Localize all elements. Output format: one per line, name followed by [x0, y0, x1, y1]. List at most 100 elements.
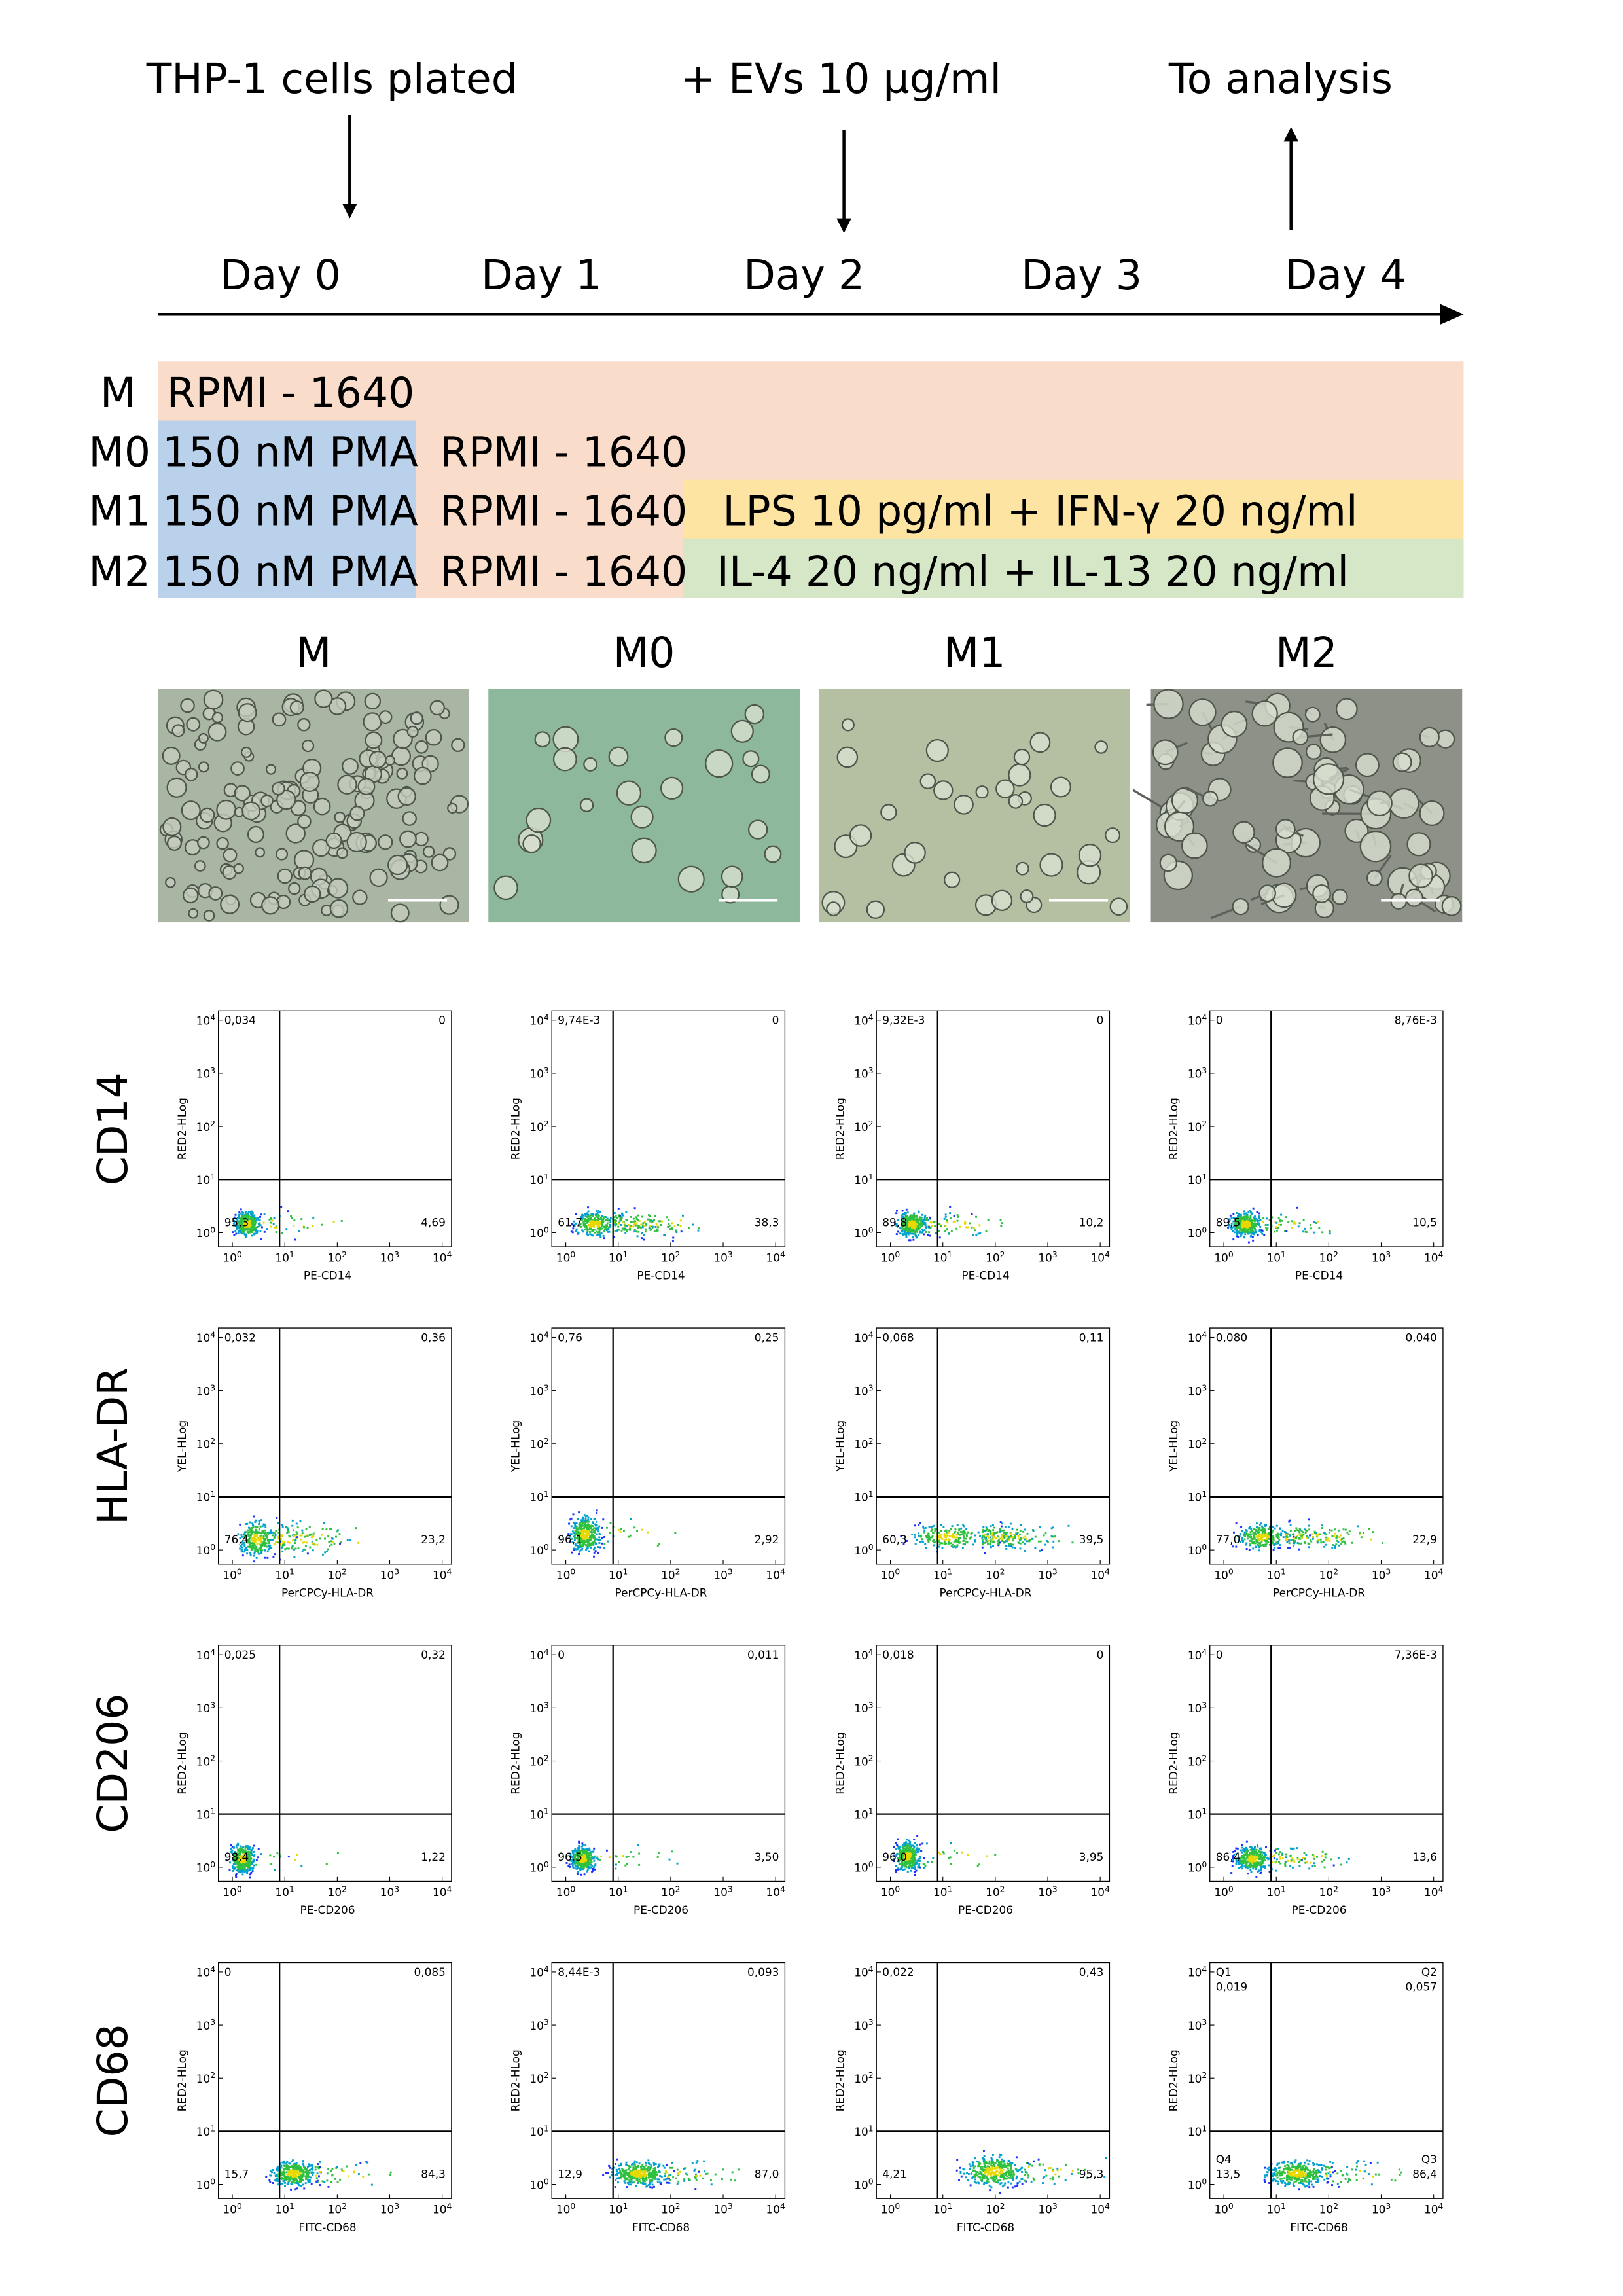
event-dot	[1235, 1522, 1238, 1525]
tick-base: 10	[766, 1886, 780, 1899]
event-dot	[1246, 1230, 1249, 1232]
cell	[198, 732, 209, 744]
cell	[240, 746, 252, 758]
event-dot	[1243, 1236, 1246, 1239]
event-dot	[245, 1234, 247, 1236]
cell	[1332, 889, 1348, 905]
event-dot	[240, 1857, 242, 1860]
event-dot	[259, 1522, 261, 1524]
event-dot	[1261, 1525, 1263, 1528]
quadrant-value: 39,5	[1079, 1533, 1104, 1546]
event-dot	[1233, 1225, 1236, 1228]
cell	[1221, 711, 1248, 738]
cell	[866, 900, 885, 919]
event-dot	[239, 1849, 241, 1852]
event-dot	[1298, 1534, 1301, 1536]
event-dot	[967, 1226, 969, 1229]
event-dot	[247, 1221, 249, 1223]
cell	[349, 806, 365, 821]
event-dot	[1298, 1222, 1301, 1225]
event-dot	[270, 1530, 272, 1533]
event-dot	[1029, 1539, 1031, 1541]
event-dot	[640, 1223, 643, 1226]
event-dot	[1246, 1215, 1249, 1218]
event-dot	[254, 1217, 257, 1219]
event-dot	[1243, 1212, 1246, 1215]
event-dot	[1279, 1220, 1281, 1223]
event-dot	[934, 1528, 936, 1530]
event-dot	[1052, 1526, 1054, 1529]
event-dot	[996, 1531, 999, 1534]
y-tick-label: 103	[196, 1383, 215, 1398]
cell	[1304, 706, 1321, 723]
event-dot	[251, 1527, 253, 1530]
event-dot	[620, 1229, 623, 1232]
event-dot	[609, 1532, 611, 1534]
event-dot	[615, 1219, 617, 1222]
event-dot	[580, 1526, 583, 1528]
cell	[198, 761, 209, 773]
event-dot	[268, 1539, 270, 1541]
event-dot	[579, 1223, 582, 1226]
event-dot	[588, 1533, 590, 1535]
event-dot	[932, 1532, 935, 1535]
event-dot	[576, 1231, 579, 1234]
x-tick-label: 103	[1038, 1249, 1057, 1265]
event-dot	[262, 1531, 265, 1534]
event-dot	[255, 1538, 257, 1541]
event-dot	[940, 1530, 942, 1532]
event-dot	[603, 1230, 606, 1232]
event-dot	[1267, 1528, 1270, 1530]
event-dot	[580, 1534, 583, 1536]
event-dot	[903, 1228, 906, 1230]
event-dot	[920, 1221, 923, 1223]
event-dot	[245, 1215, 248, 1217]
event-dot	[930, 1536, 933, 1539]
event-dot	[596, 1512, 598, 1515]
quadrant-value: 0,25	[755, 1331, 779, 1344]
event-dot	[1264, 1525, 1267, 1528]
event-dot	[928, 1231, 931, 1234]
event-dot	[260, 1213, 262, 1216]
event-dot	[1313, 1530, 1316, 1533]
tick-base: 10	[713, 1568, 728, 1581]
event-dot	[597, 1530, 599, 1533]
event-dot	[577, 1538, 580, 1541]
event-dot	[1238, 1539, 1240, 1541]
event-dot	[1277, 1547, 1280, 1549]
event-dot	[609, 1221, 612, 1223]
x-tick-label: 102	[986, 1249, 1005, 1265]
event-dot	[987, 1219, 990, 1221]
event-dot	[253, 1539, 255, 1541]
event-dot	[978, 1224, 981, 1227]
event-dot	[311, 1536, 313, 1539]
tick-exp: 0	[1202, 1225, 1207, 1234]
event-dot	[265, 1542, 268, 1545]
event-dot	[626, 1230, 628, 1232]
event-dot	[587, 1210, 590, 1213]
event-dot	[603, 1217, 605, 1219]
event-dot	[581, 1844, 584, 1846]
y-axis-label: YEL-HLog	[834, 1420, 847, 1473]
event-dot	[599, 1236, 602, 1238]
event-dot	[1010, 1535, 1012, 1537]
cell	[1094, 740, 1109, 754]
event-dot	[572, 1227, 575, 1230]
event-dot	[952, 1533, 955, 1535]
event-dot	[253, 1850, 255, 1853]
event-dot	[579, 1534, 581, 1536]
cell	[1419, 726, 1440, 747]
cell	[747, 819, 768, 840]
event-dot	[609, 1225, 611, 1228]
cell	[954, 795, 974, 815]
event-dot	[591, 1865, 594, 1868]
cell	[413, 766, 432, 785]
event-dot	[240, 1535, 243, 1538]
event-dot	[592, 1215, 594, 1217]
cell	[277, 868, 293, 884]
event-dot	[580, 1855, 583, 1857]
event-dot	[603, 1237, 605, 1240]
event-dot	[1231, 1226, 1234, 1229]
event-dot	[238, 1856, 241, 1858]
event-dot	[1291, 1539, 1293, 1541]
